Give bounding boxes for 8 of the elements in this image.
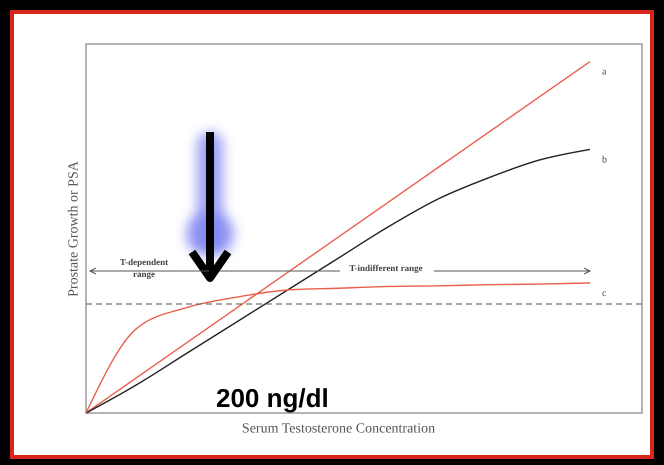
series-label: a (602, 66, 607, 78)
y-axis-title: Prostate Growth or PSA (66, 160, 82, 297)
annotation: T-dependent range (120, 257, 168, 279)
series-label: b (602, 154, 607, 166)
annotation: T-indifferent range (349, 263, 423, 273)
series-label: c (602, 288, 607, 299)
annotation: 200 ng/dl (216, 383, 329, 413)
x-axis-title: Serum Testosterone Concentration (242, 422, 436, 436)
